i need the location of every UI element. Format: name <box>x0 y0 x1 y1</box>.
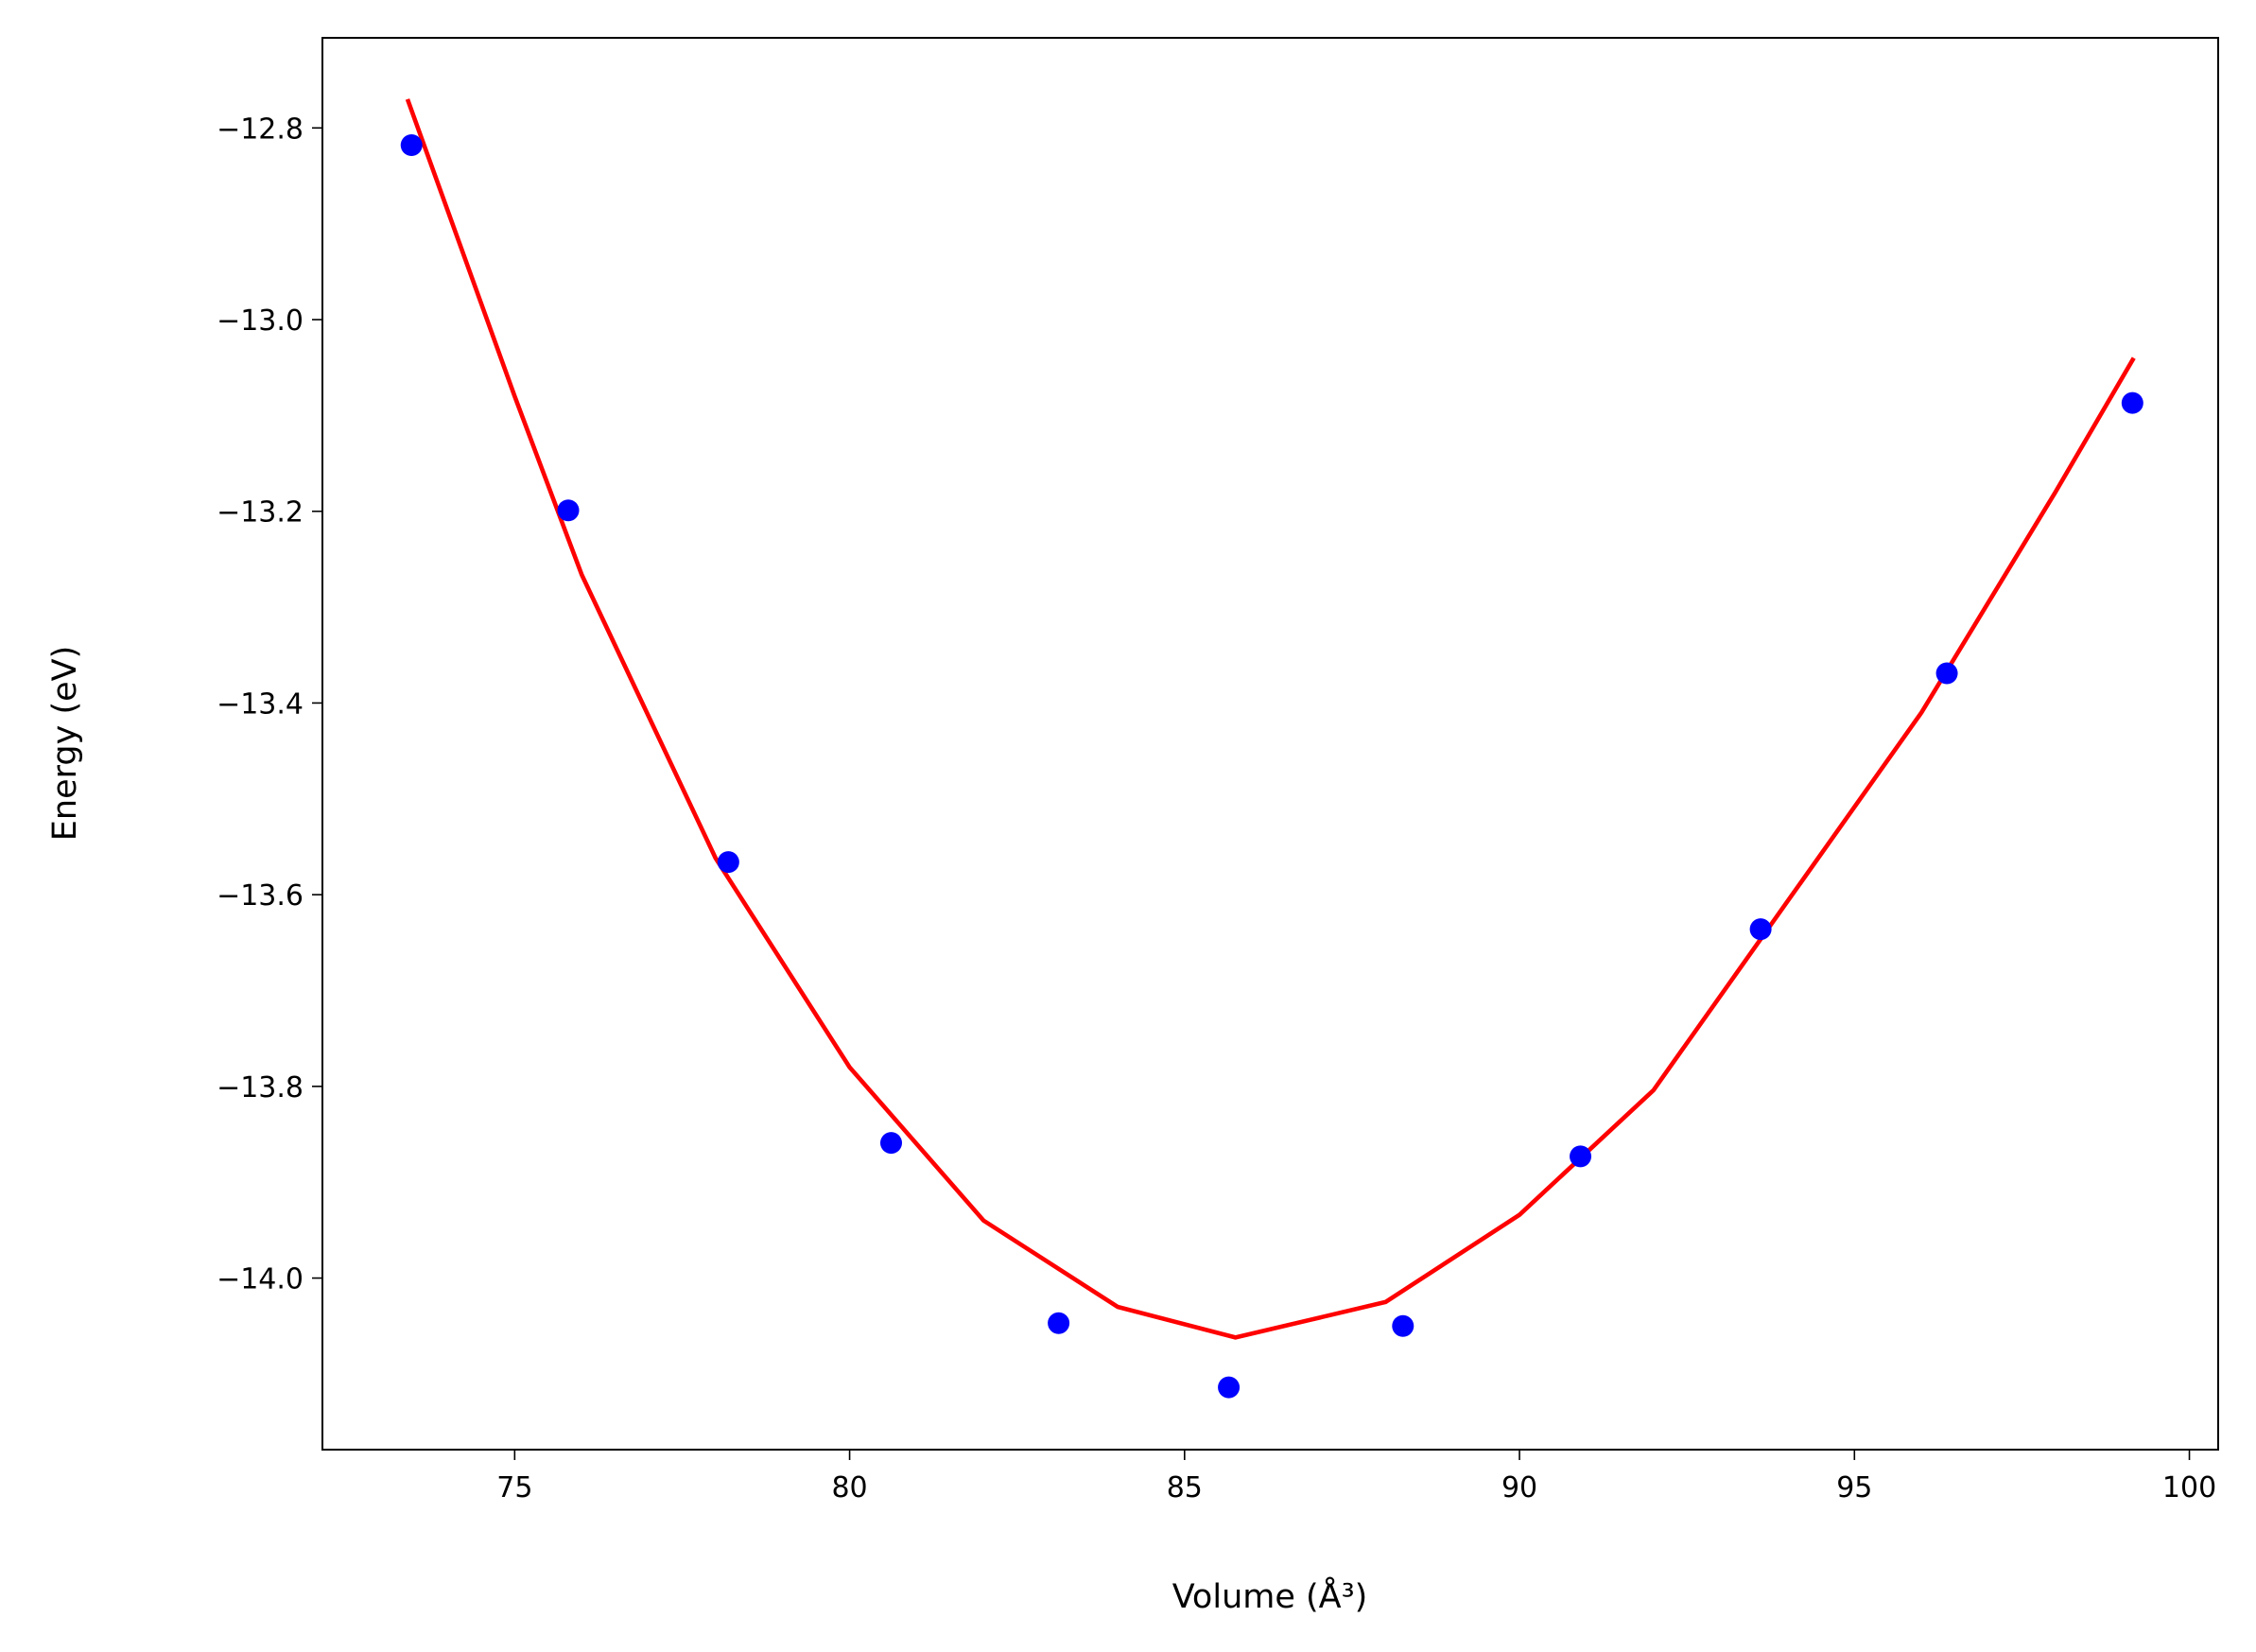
x-tick-label: 75 <box>496 1471 532 1504</box>
data-point <box>400 134 423 157</box>
data-point <box>717 851 739 874</box>
data-point <box>2121 391 2143 414</box>
x-tick-label: 85 <box>1167 1471 1203 1504</box>
x-tick-label: 80 <box>831 1471 867 1504</box>
data-point <box>1218 1376 1241 1399</box>
data-point <box>557 499 580 522</box>
y-tick-label: −13.0 <box>217 304 304 338</box>
y-tick-label: −14.0 <box>217 1263 304 1296</box>
y-tick-label: −13.6 <box>217 879 304 913</box>
x-tick-label: 95 <box>1836 1471 1872 1504</box>
y-tick-label: −13.4 <box>217 687 304 721</box>
y-tick-label: −13.2 <box>217 496 304 530</box>
x-tick-label: 90 <box>1501 1471 1537 1504</box>
fit-curve <box>405 98 2136 1340</box>
data-point <box>1392 1314 1414 1337</box>
data-point <box>880 1132 902 1155</box>
data-point <box>1570 1145 1592 1168</box>
x-axis-label: Volume (Å³) <box>1172 1575 1368 1616</box>
y-tick-label: −12.8 <box>217 113 304 146</box>
plot-frame <box>321 37 2219 1451</box>
data-point <box>1749 918 1772 941</box>
y-tick-label: −13.8 <box>217 1071 304 1104</box>
data-point <box>1048 1312 1070 1334</box>
x-tick-label: 100 <box>2162 1471 2216 1504</box>
data-point <box>1935 662 1958 685</box>
y-axis-label: Energy (eV) <box>46 646 84 841</box>
